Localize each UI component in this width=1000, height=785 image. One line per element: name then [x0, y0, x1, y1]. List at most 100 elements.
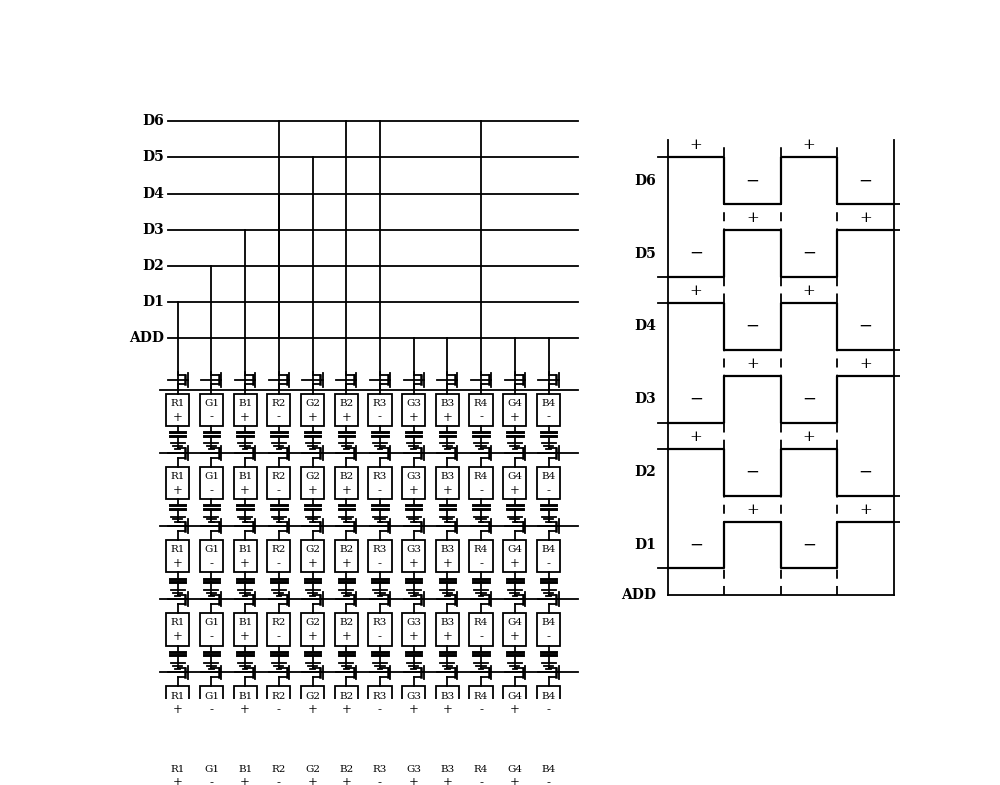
FancyBboxPatch shape: [368, 613, 392, 645]
Text: R2: R2: [272, 619, 286, 627]
Text: +: +: [240, 484, 250, 497]
FancyBboxPatch shape: [200, 540, 223, 572]
Text: R3: R3: [373, 765, 387, 774]
FancyBboxPatch shape: [166, 759, 189, 785]
Text: +: +: [240, 630, 250, 643]
Text: +: +: [173, 557, 183, 570]
Text: -: -: [209, 411, 213, 424]
Text: R1: R1: [171, 692, 185, 700]
Text: −: −: [745, 318, 759, 335]
Text: +: +: [308, 557, 317, 570]
Text: +: +: [510, 703, 520, 716]
Text: +: +: [341, 484, 351, 497]
Text: G4: G4: [507, 692, 522, 700]
FancyBboxPatch shape: [200, 613, 223, 645]
Text: -: -: [277, 411, 281, 424]
Text: G4: G4: [507, 619, 522, 627]
Text: +: +: [803, 284, 815, 298]
Text: G1: G1: [204, 619, 219, 627]
FancyBboxPatch shape: [200, 394, 223, 426]
Text: −: −: [859, 318, 872, 335]
Text: D3: D3: [142, 223, 164, 237]
Text: −: −: [689, 391, 703, 408]
Text: R3: R3: [373, 399, 387, 408]
Text: ADD: ADD: [129, 331, 164, 345]
FancyBboxPatch shape: [200, 467, 223, 499]
FancyBboxPatch shape: [503, 540, 526, 572]
Text: -: -: [378, 630, 382, 643]
FancyBboxPatch shape: [436, 686, 459, 719]
Text: -: -: [209, 630, 213, 643]
Text: +: +: [409, 557, 419, 570]
Text: -: -: [547, 703, 551, 716]
Text: +: +: [308, 411, 317, 424]
FancyBboxPatch shape: [234, 540, 257, 572]
Text: B3: B3: [440, 399, 455, 408]
FancyBboxPatch shape: [537, 467, 560, 499]
Text: G1: G1: [204, 765, 219, 774]
Text: +: +: [803, 138, 815, 152]
FancyBboxPatch shape: [335, 467, 358, 499]
Text: G1: G1: [204, 692, 219, 700]
FancyBboxPatch shape: [166, 540, 189, 572]
Text: D1: D1: [634, 539, 656, 552]
Text: +: +: [341, 411, 351, 424]
FancyBboxPatch shape: [200, 686, 223, 719]
Text: -: -: [547, 557, 551, 570]
Text: D6: D6: [142, 114, 164, 128]
Text: R3: R3: [373, 546, 387, 554]
Text: +: +: [409, 703, 419, 716]
Text: G2: G2: [305, 765, 320, 774]
FancyBboxPatch shape: [301, 686, 324, 719]
Text: +: +: [341, 776, 351, 785]
FancyBboxPatch shape: [234, 759, 257, 785]
Text: +: +: [442, 557, 452, 570]
Text: +: +: [746, 357, 759, 371]
Text: B2: B2: [339, 619, 353, 627]
Text: −: −: [689, 537, 703, 553]
FancyBboxPatch shape: [166, 467, 189, 499]
Text: B1: B1: [238, 765, 252, 774]
Text: B1: B1: [238, 399, 252, 408]
Text: -: -: [547, 776, 551, 785]
FancyBboxPatch shape: [267, 613, 290, 645]
Text: G3: G3: [406, 765, 421, 774]
FancyBboxPatch shape: [537, 394, 560, 426]
FancyBboxPatch shape: [200, 759, 223, 785]
FancyBboxPatch shape: [503, 686, 526, 719]
Text: −: −: [689, 245, 703, 262]
Text: B1: B1: [238, 546, 252, 554]
Text: B3: B3: [440, 472, 455, 481]
Text: G3: G3: [406, 472, 421, 481]
Text: +: +: [442, 411, 452, 424]
FancyBboxPatch shape: [368, 467, 392, 499]
Text: D4: D4: [142, 187, 164, 200]
Text: +: +: [689, 284, 702, 298]
Text: +: +: [442, 703, 452, 716]
Text: -: -: [209, 484, 213, 497]
Text: +: +: [409, 630, 419, 643]
FancyBboxPatch shape: [537, 759, 560, 785]
FancyBboxPatch shape: [301, 613, 324, 645]
Text: +: +: [442, 484, 452, 497]
FancyBboxPatch shape: [503, 613, 526, 645]
FancyBboxPatch shape: [166, 394, 189, 426]
Text: +: +: [308, 776, 317, 785]
FancyBboxPatch shape: [469, 540, 493, 572]
FancyBboxPatch shape: [301, 467, 324, 499]
Text: -: -: [209, 557, 213, 570]
FancyBboxPatch shape: [301, 759, 324, 785]
Text: −: −: [859, 464, 872, 480]
FancyBboxPatch shape: [368, 394, 392, 426]
Text: G4: G4: [507, 472, 522, 481]
Text: D1: D1: [142, 295, 164, 309]
FancyBboxPatch shape: [335, 394, 358, 426]
FancyBboxPatch shape: [436, 613, 459, 645]
Text: B1: B1: [238, 619, 252, 627]
Text: -: -: [277, 776, 281, 785]
FancyBboxPatch shape: [537, 613, 560, 645]
Text: +: +: [341, 557, 351, 570]
FancyBboxPatch shape: [368, 686, 392, 719]
Text: +: +: [510, 776, 520, 785]
Text: R1: R1: [171, 619, 185, 627]
